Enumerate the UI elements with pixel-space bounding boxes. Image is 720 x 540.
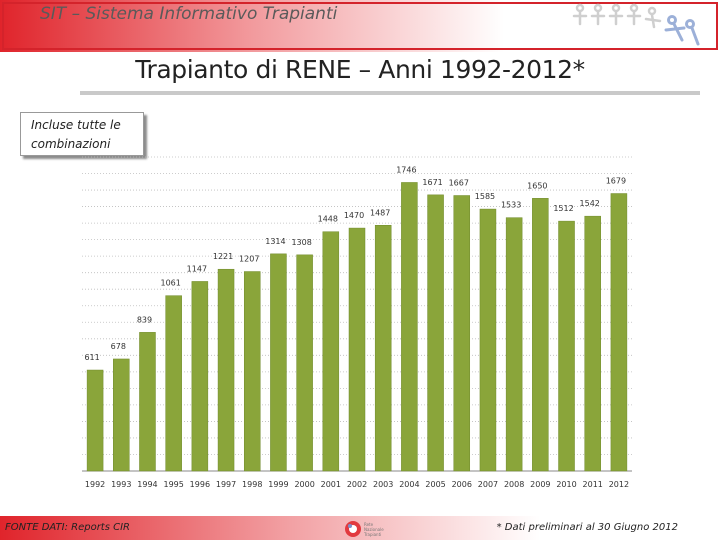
x-tick-label-2004: 2004 (399, 480, 419, 489)
bar-2010 (558, 220, 575, 472)
note-line-2: combinazioni (31, 137, 111, 151)
value-label-2012: 1679 (606, 177, 626, 186)
bar-2003 (374, 225, 392, 472)
value-label-2007: 1585 (475, 192, 495, 201)
bar-2006 (453, 195, 471, 472)
x-tick-label-2009: 2009 (530, 480, 550, 489)
x-tick-label-2002: 2002 (347, 480, 367, 489)
header-bar: SIT – Sistema Informativo Trapianti (0, 0, 720, 52)
value-label-1997: 1221 (213, 252, 233, 261)
x-tick-label-2001: 2001 (321, 480, 341, 489)
value-label-1995: 1061 (160, 279, 180, 288)
x-tick-label-2007: 2007 (478, 480, 498, 489)
value-label-2009: 1650 (527, 181, 547, 190)
value-label-1994: 839 (137, 315, 152, 324)
x-tick-label-1995: 1995 (163, 480, 183, 489)
data-source: FONTE DATI: Reports CIR (5, 522, 130, 533)
value-label-1992: 611 (84, 353, 99, 362)
page-title: Trapianto di RENE – Anni 1992-2012* (135, 55, 585, 84)
footer-bar: FONTE DATI: Reports CIR Rete Nazionale T… (0, 516, 720, 540)
transplant-bar-chart: 611 678 839 1061 1147 1221 1207 1314 1308 1448 147… (82, 156, 632, 489)
value-label-2000: 1308 (291, 238, 311, 247)
note-box: Incluse tutte le combinazioni (20, 112, 144, 156)
rete-trapianti-logo-icon: Rete Nazionale Trapianti (345, 521, 384, 537)
value-label-2003: 1487 (370, 208, 390, 217)
bar-2000 (296, 254, 313, 472)
value-label-1993: 678 (111, 342, 126, 351)
value-label-2001: 1448 (318, 215, 338, 224)
x-tick-label-1999: 1999 (268, 480, 288, 489)
bar-2004 (401, 182, 418, 472)
value-label-2004: 1746 (396, 165, 416, 174)
people-chain-logo-icon (572, 3, 700, 46)
x-tick-label-1993: 1993 (111, 480, 131, 489)
bar-2008 (505, 217, 523, 472)
bar-2007 (479, 208, 497, 472)
x-tick-label-2006: 2006 (452, 480, 472, 489)
x-tick-label-1998: 1998 (242, 480, 262, 489)
x-tick-label-2012: 2012 (609, 480, 629, 489)
value-label-2002: 1470 (344, 211, 364, 220)
x-tick-label-2008: 2008 (504, 480, 524, 489)
bar-1993 (113, 358, 130, 472)
bar-1997 (217, 268, 235, 472)
bar-2001 (322, 231, 340, 472)
x-tick-label-2003: 2003 (373, 480, 393, 489)
chart-bars (86, 182, 628, 472)
title-underline (80, 91, 700, 95)
note-line-1: Incluse tutte le (31, 118, 121, 132)
x-tick-label-2005: 2005 (425, 480, 445, 489)
system-title: SIT – Sistema Informativo Trapianti (40, 4, 338, 24)
bar-1996 (191, 281, 209, 472)
x-tick-label-2000: 2000 (294, 480, 314, 489)
x-tick-label-1992: 1992 (85, 480, 105, 489)
value-label-1998: 1207 (239, 255, 259, 264)
value-label-1996: 1147 (187, 264, 207, 273)
x-tick-label-1996: 1996 (190, 480, 210, 489)
chart-x-tick-labels: 1992 1993 1994 1995 1996 1997 1998 1999 2000 2001… (85, 480, 629, 489)
bar-2002 (348, 227, 366, 472)
bar-1992 (86, 369, 104, 472)
x-tick-label-2010: 2010 (556, 480, 576, 489)
value-label-1999: 1314 (265, 237, 285, 246)
bar-2005 (427, 194, 444, 472)
svg-text:Rete: Rete (364, 522, 374, 527)
chart-value-labels: 611 678 839 1061 1147 1221 1207 1314 1308 1448 147… (84, 165, 626, 362)
header-frame (2, 2, 718, 50)
x-tick-label-2011: 2011 (583, 480, 603, 489)
value-label-2011: 1542 (580, 199, 600, 208)
value-label-2005: 1671 (422, 178, 442, 187)
bar-1999 (270, 253, 287, 472)
x-tick-label-1994: 1994 (137, 480, 157, 489)
preliminary-note: * Dati preliminari al 30 Giugno 2012 (496, 522, 678, 533)
svg-text:Nazionale: Nazionale (364, 527, 384, 532)
bar-1998 (243, 271, 261, 472)
bar-2012 (610, 193, 628, 472)
svg-text:Trapianti: Trapianti (363, 532, 381, 537)
bar-1995 (165, 295, 182, 472)
value-label-2006: 1667 (449, 179, 469, 188)
x-tick-label-1997: 1997 (216, 480, 236, 489)
bar-2011 (584, 215, 601, 472)
bar-1994 (139, 332, 156, 472)
value-label-2010: 1512 (553, 204, 573, 213)
value-label-2008: 1533 (501, 201, 521, 210)
bar-2009 (532, 198, 549, 472)
